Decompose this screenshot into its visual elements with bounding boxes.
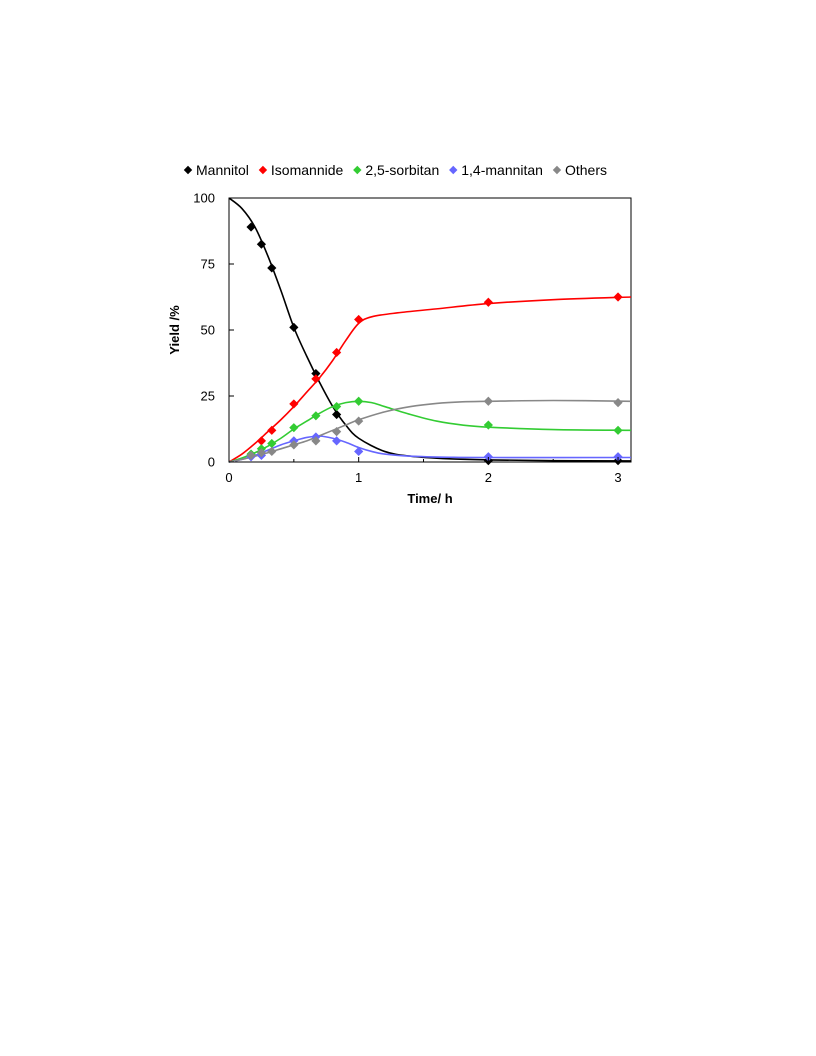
data-point-Others [267,446,277,457]
data-point-Mannitol [289,322,299,332]
data-point-Others [246,450,256,460]
data-point-1,4-mannitan [354,446,364,457]
x-tick-label: 2 [485,470,492,485]
legend-marker-Others [552,165,562,175]
legend-marker-Mannitol [183,165,193,175]
y-tick-label: 25 [201,389,215,404]
y-tick-label: 0 [208,455,215,470]
legend-label: Mannitol [196,162,249,178]
axes: 0 25 50 75 100 0 1 2 3 [193,191,621,486]
data-point-2,5-sorbitan [354,396,364,406]
data-point-1,4-mannitan [483,452,493,462]
legend-label: Others [565,162,607,178]
fit-curve-Isomannide [228,296,632,463]
data-point-Others [332,427,342,437]
legend-label: Isomannide [271,162,344,178]
fit-curve-2,5-sorbitan [228,400,632,463]
legend-marker-1,4-mannitan [449,165,458,175]
data-point-Isomannide [613,292,623,302]
fit-curves [228,197,632,463]
data-point-2,5-sorbitan [483,420,493,430]
data-point-Isomannide [354,314,364,325]
data-point-2,5-sorbitan [332,401,342,412]
x-tick-label: 0 [225,470,232,485]
y-tick-label: 50 [201,323,215,338]
data-point-Isomannide [289,399,299,409]
data-point-Mannitol [267,263,277,273]
data-point-1,4-mannitan [613,452,623,462]
data-point-1,4-mannitan [332,436,342,446]
data-point-Others [256,448,267,458]
data-point-Mannitol [311,368,321,379]
data-point-Isomannide [311,374,321,384]
y-tick-label: 100 [193,191,215,206]
x-axis-title: Time/ h [407,491,452,506]
data-point-Others [289,440,299,450]
plot-area-frame [228,197,632,463]
data-point-Isomannide [267,425,277,435]
data-point-Isomannide [332,347,342,358]
data-point-2,5-sorbitan [613,425,623,435]
data-point-Isomannide [256,436,267,446]
data-point-Mannitol [246,222,256,232]
x-tick-label: 1 [355,470,362,485]
data-point-Others [311,436,321,446]
data-point-Others [613,398,623,408]
data-point-2,5-sorbitan [311,411,321,421]
y-tick-label: 75 [201,257,215,272]
data-point-2,5-sorbitan [267,438,277,449]
data-markers [246,222,623,466]
fit-curve-Mannitol [228,197,632,462]
y-axis-title: Yield /% [167,305,182,355]
data-point-Others [354,416,364,426]
data-point-Mannitol [256,239,267,249]
legend-label: 1,4-mannitan [461,162,543,178]
data-point-2,5-sorbitan [289,423,299,433]
data-point-Others [483,396,493,406]
legend-label: 2,5-sorbitan [365,162,439,178]
data-point-Mannitol [332,409,342,420]
fit-curve-Others [228,399,632,463]
legend-marker-Isomannide [258,165,268,175]
data-point-Isomannide [483,297,493,307]
x-tick-label: 3 [614,470,621,485]
legend: Mannitol Isomannide 2,5-sorbitan 1,4-mannit… [183,162,607,178]
legend-marker-2,5-sorbitan [353,165,362,175]
